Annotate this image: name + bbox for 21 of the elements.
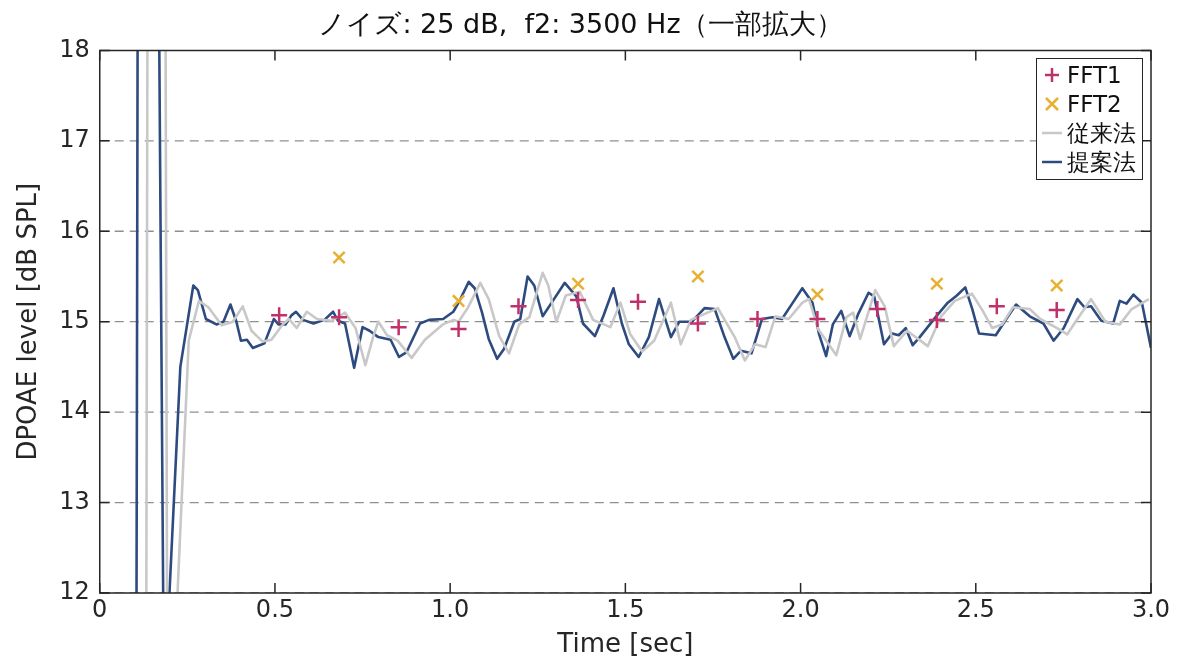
x-tick-label: 3.0: [1131, 594, 1171, 623]
y-axis-title: DPOAE level [dB SPL]: [12, 182, 43, 461]
x-tick-label: 1.0: [431, 594, 470, 623]
y-tick-label: 17: [59, 125, 90, 154]
y-tick-label: 15: [59, 305, 90, 334]
legend-label: 従来法: [1067, 120, 1136, 147]
y-tick-label: 13: [59, 486, 90, 515]
x-tick-label: 0.5: [255, 594, 295, 623]
y-tick-label: 16: [59, 215, 90, 244]
legend-label: FFT2: [1067, 91, 1122, 118]
legend-label: 提案法: [1067, 149, 1136, 176]
x-tick-label: 0: [92, 594, 108, 623]
x-tick-label: 2.0: [781, 594, 820, 623]
x-tick-label: 2.5: [956, 594, 995, 623]
x-axis-title: Time [sec]: [556, 628, 694, 659]
y-tick-label: 18: [59, 34, 90, 63]
y-tick-label: 12: [59, 577, 90, 606]
x-tick-label: 1.5: [606, 594, 645, 623]
chart-title: ノイズ: 25 dB, f2: 3500 Hz（一部拡大）: [318, 8, 843, 40]
legend-label: FFT1: [1067, 62, 1122, 89]
y-tick-label: 14: [59, 396, 90, 425]
